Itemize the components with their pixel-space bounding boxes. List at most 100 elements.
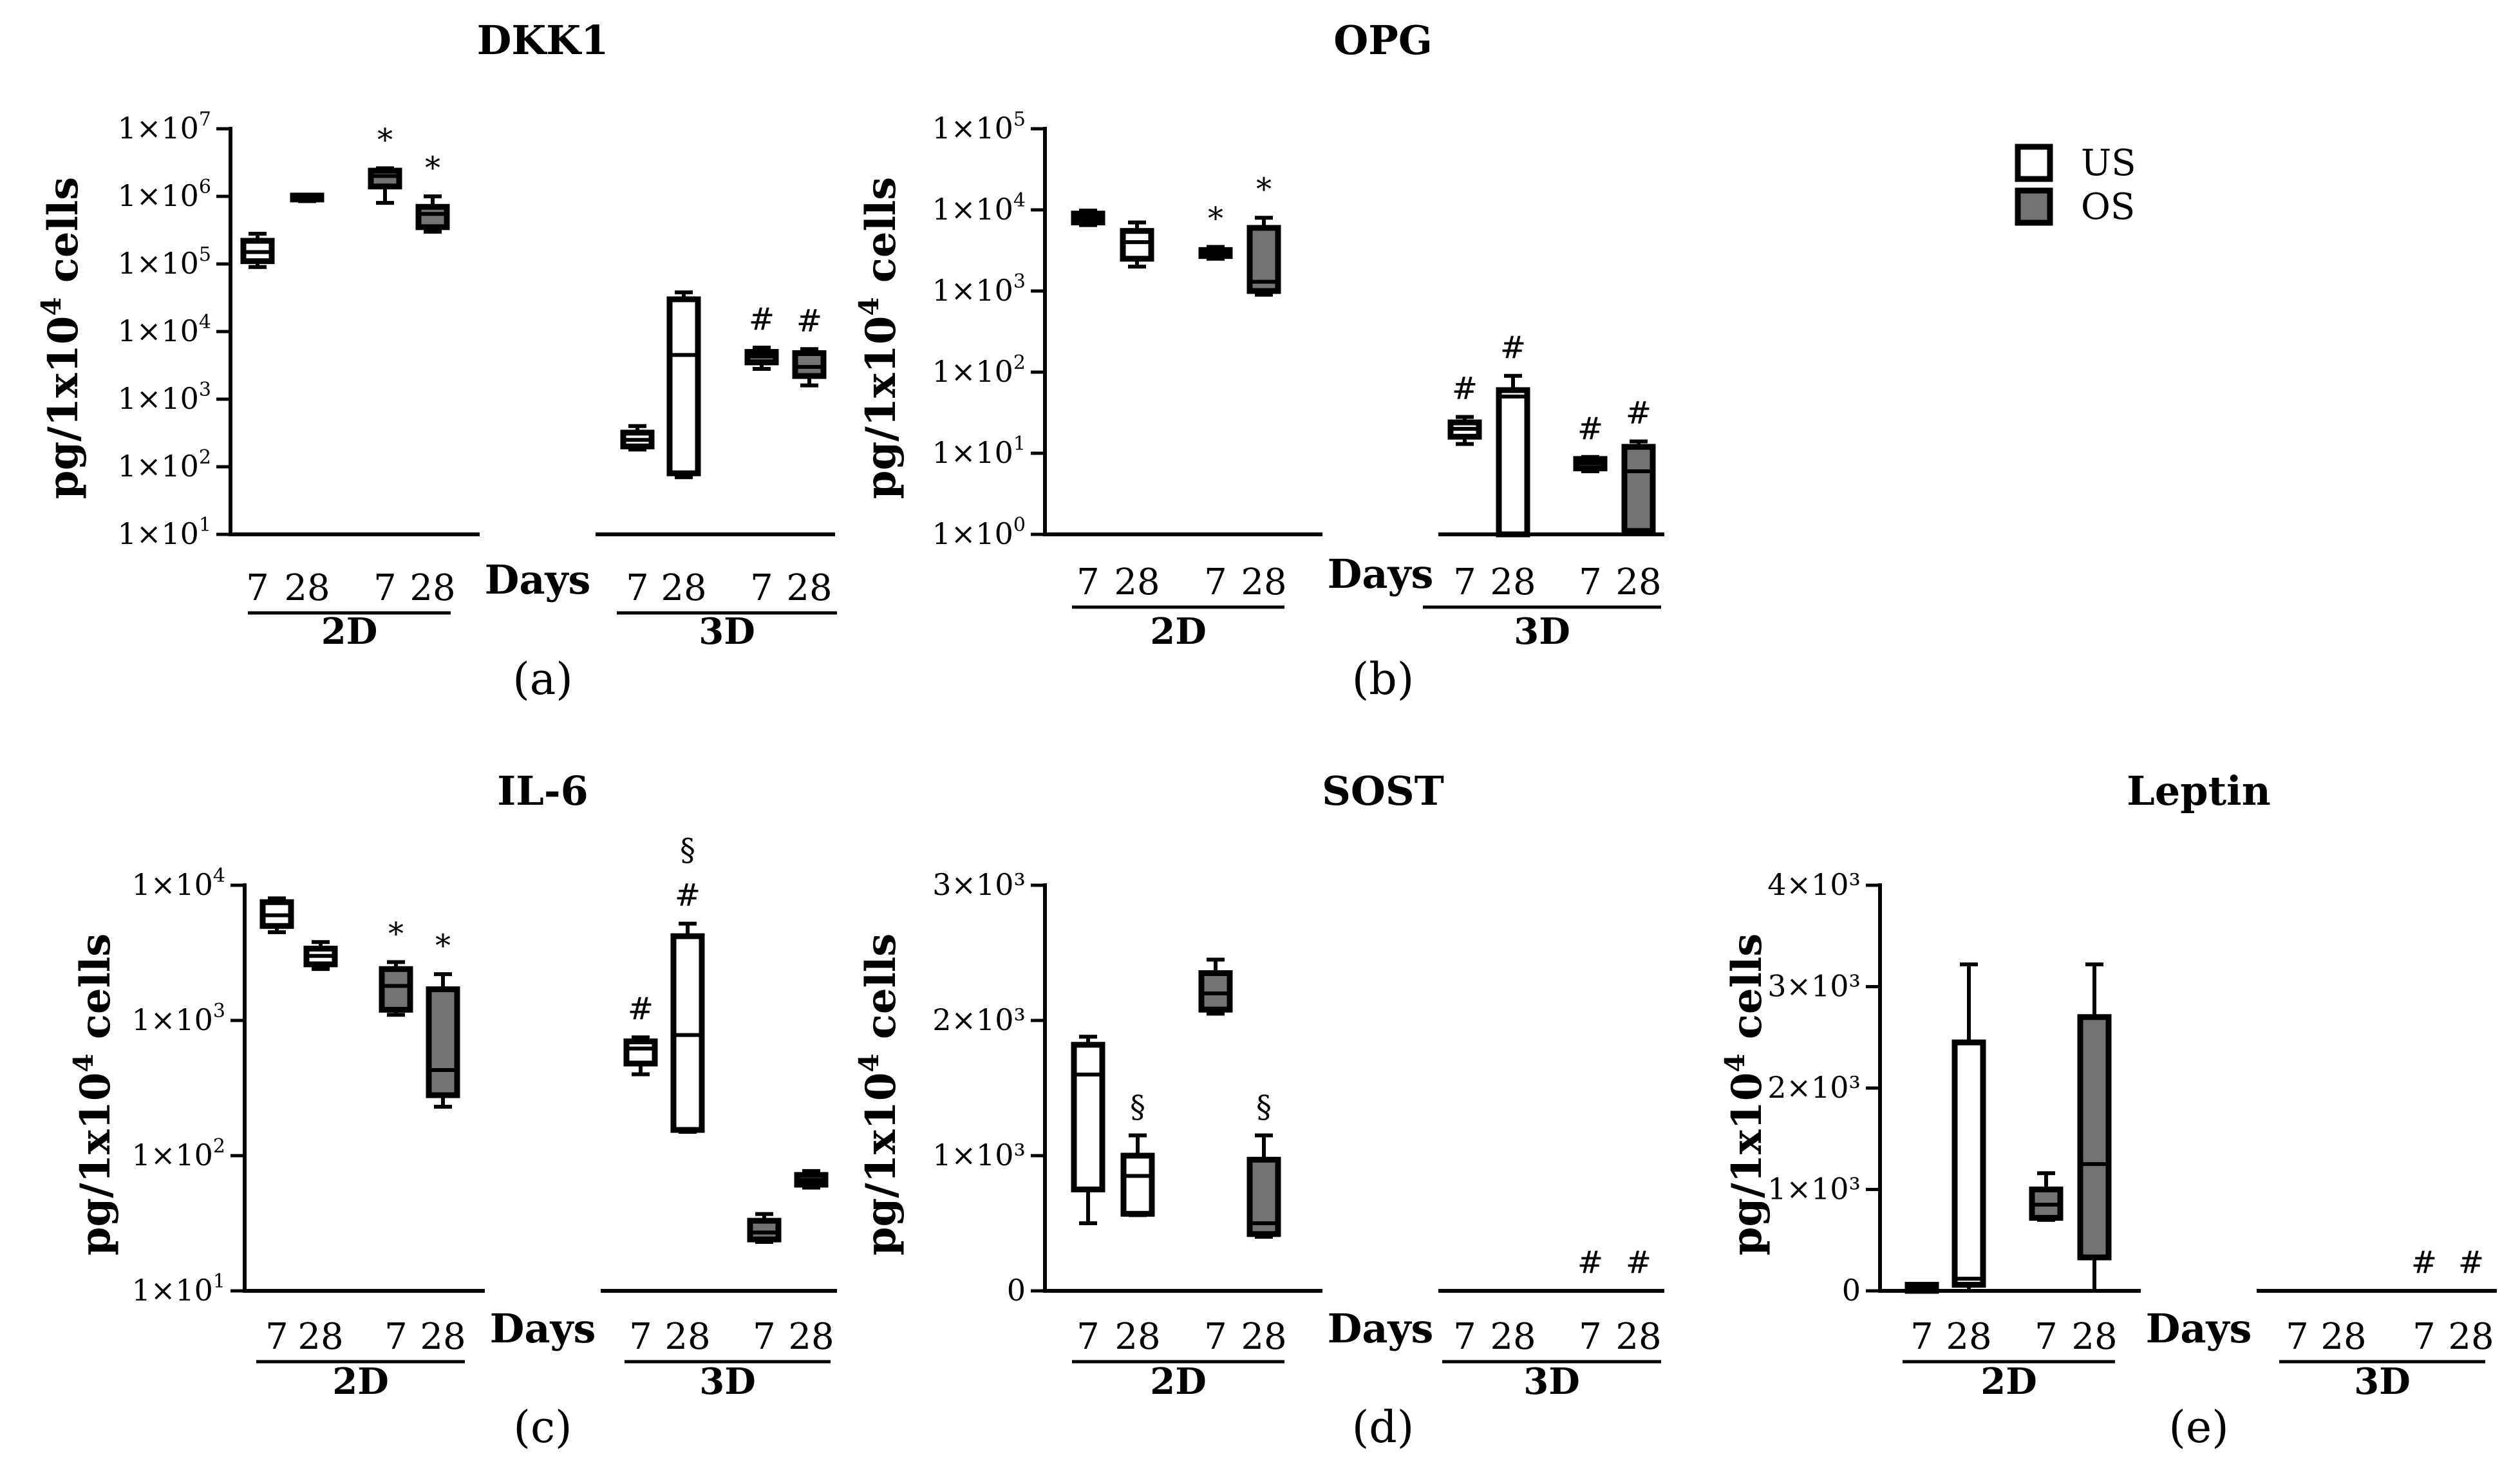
chart-panel-opg: OPG 1×105 1×104 1×103 1×102 1×101 1×100 pg/1x10… — [853, 17, 1664, 705]
significance-mark: § — [680, 832, 695, 869]
x-tick-label: 28 — [284, 567, 330, 609]
box-body — [792, 350, 827, 379]
box-body — [368, 167, 402, 190]
y-tick-label: 1×104 — [118, 311, 211, 348]
group-label-3d: 3D — [1523, 1360, 1580, 1403]
y-axis-label: pg/1x104 cells — [1719, 934, 1771, 1255]
box-2D-us-day28 — [290, 193, 324, 203]
y-tick-label: 1×101 — [118, 514, 211, 551]
significance-mark: # — [1452, 371, 1478, 407]
panel-label: (c) — [513, 1402, 572, 1453]
box-3D-os-day7: # — [1577, 1244, 1603, 1281]
x-tick-label: 7 — [1077, 1316, 1100, 1358]
significance-mark: * — [377, 122, 393, 158]
box-3D-os-day28 — [794, 1169, 829, 1190]
x-tick-label: 28 — [297, 1316, 343, 1358]
x-tick-label: 28 — [420, 1316, 465, 1358]
group-label-2d: 2D — [1150, 610, 1207, 653]
box-2D-os-day7: * — [379, 916, 413, 1017]
box-body — [2077, 1014, 2112, 1261]
box-2D-us-day7 — [1071, 1035, 1105, 1225]
box-3D-os-day28: # — [1621, 395, 1656, 536]
chart-panel-sost: SOST 3×10³ 2×10³ 1×10³ 0 pg/1x104 cells 7 § 28 7 §… — [853, 767, 1664, 1453]
chart-title: IL-6 — [497, 767, 588, 814]
box-3D-os-day28: # — [1626, 1244, 1651, 1281]
y-axis-label: pg/1x104 cells — [68, 934, 120, 1255]
box-body — [426, 986, 460, 1098]
box-2D-us-day28 — [303, 940, 338, 972]
x-tick-label: 7 — [753, 1316, 776, 1358]
x-tick-label: 7 — [384, 1316, 408, 1358]
box-3D-os-day7: # — [1573, 411, 1608, 473]
box-3D-us-day7: # — [623, 991, 658, 1076]
y-axis-label: pg/1x104 cells — [853, 934, 905, 1255]
y-axis-label: pg/1x104 cells — [35, 177, 88, 499]
panel-label: (e) — [2168, 1402, 2228, 1453]
x-tick-label: 7 — [2286, 1316, 2309, 1358]
y-tick-label: 1×103 — [132, 1000, 225, 1037]
box-3D-os-day7 — [747, 1212, 782, 1244]
legend-label-os: OS — [2081, 186, 2135, 228]
x-tick-label: 28 — [2448, 1316, 2494, 1358]
y-tick-label: 1×102 — [132, 1135, 225, 1172]
panel-label: (a) — [512, 654, 573, 705]
box-3D-os-day7: # — [744, 301, 779, 371]
chart-panel-dkk1: DKK1 1×107 1×106 1×105 1×104 1×103 1×102 1×101 p… — [35, 17, 837, 705]
box-body — [747, 1217, 782, 1243]
group-label-3d: 3D — [2354, 1360, 2411, 1403]
group-label-2d: 2D — [1980, 1360, 2037, 1403]
x-tick-label: 7 — [1204, 561, 1227, 603]
y-tick-label: 1×104 — [932, 189, 1026, 227]
group-label-3d: 3D — [1514, 610, 1570, 653]
box-3D-os-day28: # — [2458, 1244, 2484, 1281]
chart-title: SOST — [1322, 767, 1444, 814]
x-axis-label: Days — [1328, 550, 1434, 597]
box-body — [1198, 970, 1233, 1013]
y-tick-label: 1×102 — [932, 352, 1026, 389]
box-2D-os-day28: * — [415, 150, 450, 234]
legend-swatch-us — [2015, 144, 2053, 182]
x-axis-label: Days — [2146, 1305, 2252, 1352]
significance-mark: # — [2458, 1244, 2484, 1281]
chart-title: OPG — [1333, 17, 1433, 64]
y-tick-label: 3×10³ — [932, 867, 1026, 902]
box-2D-us-day7 — [259, 896, 294, 934]
box-3D-os-day28: # — [792, 303, 827, 388]
significance-mark: # — [1626, 395, 1651, 431]
box-body — [1951, 1039, 1986, 1288]
significance-mark: * — [388, 916, 404, 952]
box-body — [1120, 228, 1154, 262]
box-2D-os-day7 — [2029, 1171, 2064, 1222]
significance-mark: * — [1208, 200, 1223, 236]
box-3D-us-day28 — [666, 290, 701, 480]
box-2D-us-day28 — [1951, 962, 1986, 1293]
box-3D-us-day28: # — [1496, 330, 1530, 538]
box-2D-os-day28: § — [1246, 1089, 1281, 1239]
x-tick-label: 7 — [1453, 561, 1476, 603]
box-2D-os-day7: * — [1198, 200, 1233, 261]
group-label-3d: 3D — [699, 610, 755, 653]
significance-mark: # — [628, 991, 654, 1027]
x-tick-label: 28 — [664, 1316, 710, 1358]
x-tick-label: 28 — [1615, 1316, 1661, 1358]
box-3D-us-day7 — [620, 424, 655, 452]
y-tick-label: 1×100 — [932, 514, 1026, 551]
x-tick-label: 7 — [373, 567, 397, 609]
box-2D-us-day7 — [240, 232, 275, 269]
y-tick-label: 2×10³ — [1767, 1070, 1861, 1105]
chart-panel-leptin: Leptin 4×10³ 3×10³ 2×10³ 1×10³ 0 pg/1x104 cell… — [1719, 767, 2497, 1453]
x-axis-label: Days — [485, 556, 591, 603]
y-tick-label: 1×102 — [118, 446, 211, 484]
x-tick-label: 7 — [1453, 1316, 1476, 1358]
x-tick-label: 28 — [1241, 1316, 1286, 1358]
box-body — [1496, 387, 1530, 538]
group-label-3d: 3D — [699, 1360, 756, 1403]
box-3D-us-day7: # — [1447, 371, 1482, 446]
box-body — [670, 933, 705, 1133]
box-3D-os-day7: # — [2411, 1244, 2437, 1281]
group-label-2d: 2D — [1150, 1360, 1207, 1403]
significance-mark: # — [1626, 1244, 1651, 1281]
x-tick-label: 7 — [1579, 561, 1602, 603]
